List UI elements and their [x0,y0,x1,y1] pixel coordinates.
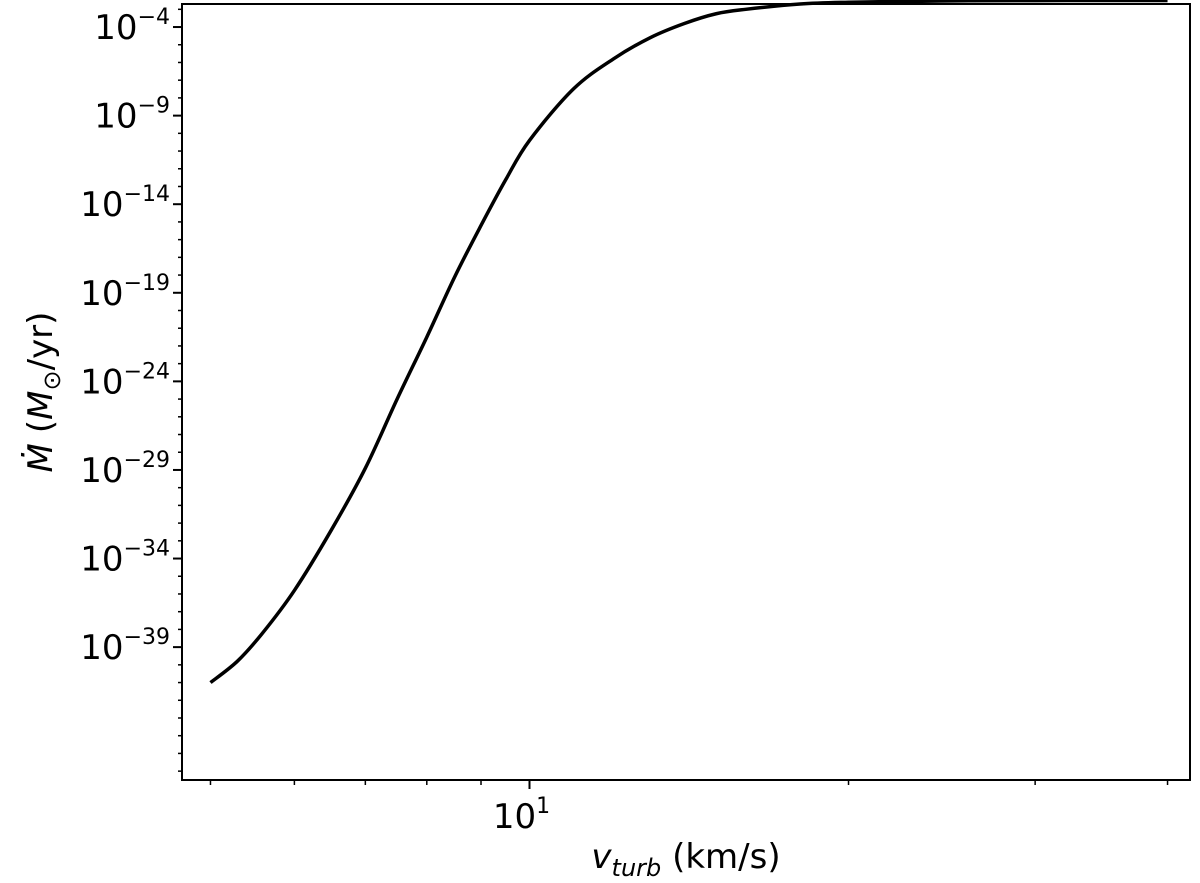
series-layer [209,0,1168,684]
y-tick-label: 10−14 [80,182,170,225]
plot-frame [181,3,1191,781]
y-tick-label: 10−4 [94,5,170,48]
y-tick-label: 10−39 [80,625,170,668]
y-tick-label: 10−34 [80,537,170,580]
x-axis-label: vturb (km/s) [591,837,780,882]
y-axis-label: Ṁ(M⊙/yr) [21,312,66,473]
y-tick-label: 10−29 [80,448,170,491]
series-line [209,0,1168,684]
y-tick-label: 10−24 [80,359,170,402]
ticks: 10−4 10−9 10−14 10−19 10−24 10−29 10−34 10−39 10… [80,5,1169,837]
y-tick-label: 10−9 [94,94,170,137]
y-tick-label: 10−19 [80,271,170,314]
x-tick-label: 101 [493,794,550,837]
labels-layer: vturb (km/s) Ṁ(M⊙/yr) [21,312,781,882]
